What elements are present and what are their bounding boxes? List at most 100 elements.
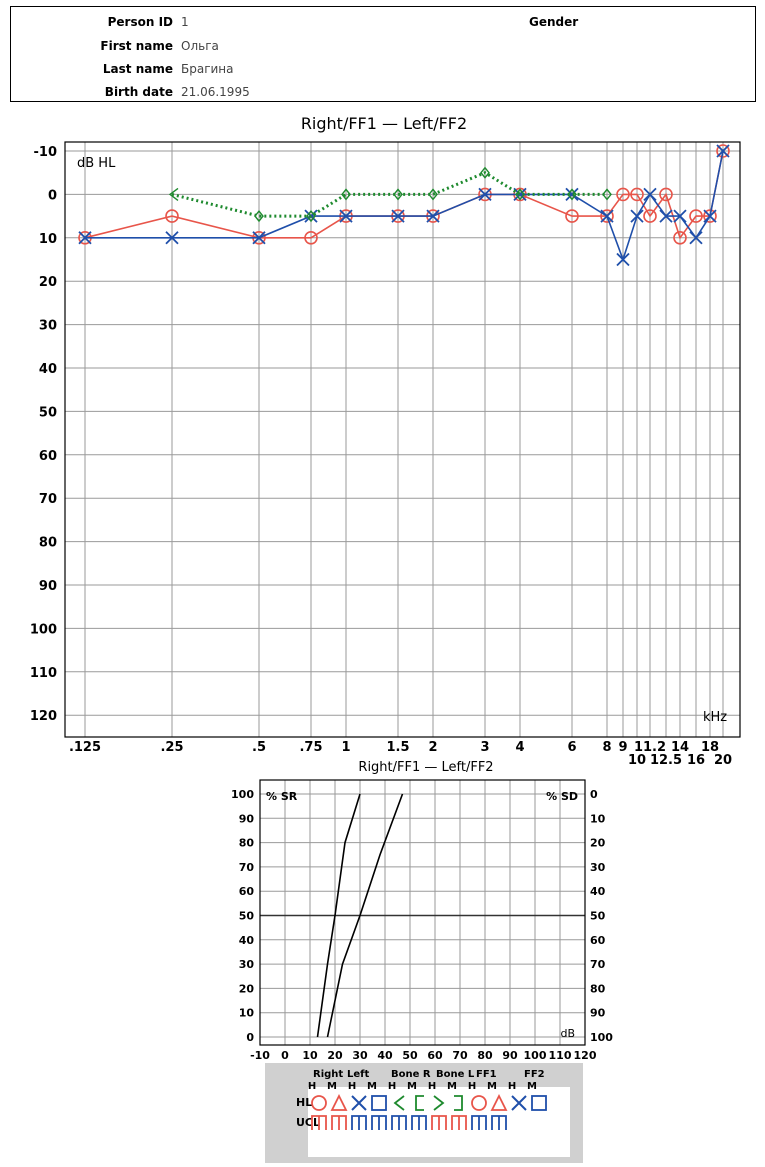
y-tick-label: 0: [246, 1031, 254, 1044]
legend-sub-header: H: [468, 1081, 476, 1092]
legend-symbol-area: [308, 1087, 570, 1157]
data-point-right: [703, 209, 717, 223]
data-point-bone: [393, 188, 403, 201]
speech-curve-2: [326, 793, 404, 1038]
data-point-left: [689, 231, 703, 245]
legend-sub-header: H: [388, 1081, 396, 1092]
y-tick-label: 40: [239, 934, 255, 947]
data-point-bone: [254, 209, 264, 223]
audiogram-series: [78, 144, 730, 267]
last-name-label: Last name: [102, 62, 173, 76]
data-point-left: [426, 209, 440, 223]
legend-symbol-ff1-h: [471, 1095, 487, 1111]
x-tick-label: 100: [524, 1049, 547, 1062]
x-tick-label: 120: [574, 1049, 597, 1062]
x-tick-label: 10: [302, 1049, 318, 1062]
legend-sub-header: H: [508, 1081, 516, 1092]
x-tick-label: .5: [252, 740, 266, 755]
y-tick-label: 90: [39, 579, 57, 594]
y2-tick-label: 70: [590, 958, 606, 971]
x-tick-label: 9: [618, 740, 627, 755]
data-point-right: [165, 209, 179, 223]
data-point-right: [565, 209, 579, 223]
x-tick-label: 6: [567, 740, 576, 755]
y-tick-label: 60: [39, 449, 57, 464]
legend-row-ucl: UCL: [296, 1116, 320, 1129]
legend-symbol-bone-r-h: [393, 1095, 405, 1111]
data-point-left: [643, 187, 657, 202]
legend-symbol-ucl: [491, 1115, 507, 1130]
legend-symbol-right-m: [330, 1093, 348, 1111]
legend-symbol-ff2-m: [531, 1095, 547, 1111]
legend-symbol-left-h: [351, 1095, 367, 1111]
data-point-right: [304, 231, 318, 245]
legend-symbol-ucl: [471, 1115, 487, 1130]
data-point-left: [565, 187, 579, 202]
x-tick-label: 18: [701, 740, 719, 755]
data-point-left: [703, 209, 717, 223]
data-point-right: [630, 187, 644, 202]
y2-tick-label: 90: [590, 1007, 606, 1020]
data-point-right: [600, 209, 614, 223]
x-tick-label: 4: [515, 740, 524, 755]
x-tick-label: 40: [377, 1049, 393, 1062]
x-tick-label: 90: [502, 1049, 518, 1062]
y-tick-label: 10: [239, 1007, 255, 1020]
x-tick-label: 50: [402, 1049, 418, 1062]
data-point-bone: [341, 188, 351, 201]
legend-symbol-ff1-m: [490, 1093, 508, 1111]
y-tick-label: 50: [239, 910, 255, 923]
legend-symbol-ff2-h: [511, 1095, 527, 1111]
data-point-bone: [567, 188, 577, 201]
data-point-left: [78, 231, 92, 245]
legend-sub-header: H: [348, 1081, 356, 1092]
patient-info-panel: Person ID 1 First name Ольга Last name Б…: [10, 6, 756, 102]
legend-column-header: Bone L: [436, 1069, 475, 1080]
data-point-left: [616, 252, 630, 267]
speech-chart-series: [316, 793, 404, 1038]
audiogram-title: Right/FF1 — Left/FF2: [301, 114, 467, 133]
data-point-left: [630, 209, 644, 223]
legend-sub-header: H: [428, 1081, 436, 1092]
y-tick-label: 50: [39, 405, 57, 420]
x-tick-label: 14: [671, 740, 689, 755]
person-id-value: 1: [181, 15, 189, 29]
x-tick-label: 70: [452, 1049, 468, 1062]
data-point-right: [716, 144, 730, 158]
legend-background: [265, 1063, 583, 1163]
audiogram-y-ticks: -10 0 10 20 30 40 50 60 70 80 90 100 110 120: [30, 145, 57, 724]
y2-tick-label: 0: [590, 788, 598, 801]
legend-symbol-ucl: [311, 1115, 327, 1130]
y-tick-label: 40: [39, 362, 57, 377]
y2-tick-label: 40: [590, 885, 606, 898]
x-tick-label: 60: [427, 1049, 443, 1062]
legend-column-header: Right: [313, 1069, 343, 1080]
x-tick-label: 2: [428, 740, 437, 755]
legend-symbol-bone-l-m: [454, 1095, 463, 1111]
data-point-right: [616, 187, 630, 202]
data-point-bone: [480, 166, 490, 179]
legend-row-hl: HL: [296, 1096, 312, 1109]
data-point-bone: [515, 188, 525, 201]
legend-symbol-bone-l-h: [433, 1095, 445, 1111]
y2-tick-label: 50: [590, 910, 606, 923]
y2-tick-label: 10: [590, 812, 606, 825]
x-tick-label: 80: [477, 1049, 493, 1062]
series-line-right: [84, 150, 724, 240]
legend-symbol-ucl: [391, 1115, 407, 1130]
y2-tick-label: 60: [590, 934, 606, 947]
speech-y-axis-label: % SR: [266, 790, 298, 803]
data-point-right: [659, 187, 673, 202]
x-tick-label: 12.5: [650, 753, 682, 768]
legend-symbol-ucl: [331, 1115, 347, 1130]
data-point-right: [643, 209, 657, 223]
audiogram-frame: [64, 141, 741, 738]
x-tick-label: 0: [281, 1049, 289, 1062]
first-name-value: Ольга: [181, 39, 219, 53]
y-tick-label: 80: [239, 837, 255, 850]
legend-column-header: Left: [347, 1069, 370, 1080]
y-tick-label: -10: [34, 145, 58, 160]
legend-sub-header: H: [308, 1081, 316, 1092]
